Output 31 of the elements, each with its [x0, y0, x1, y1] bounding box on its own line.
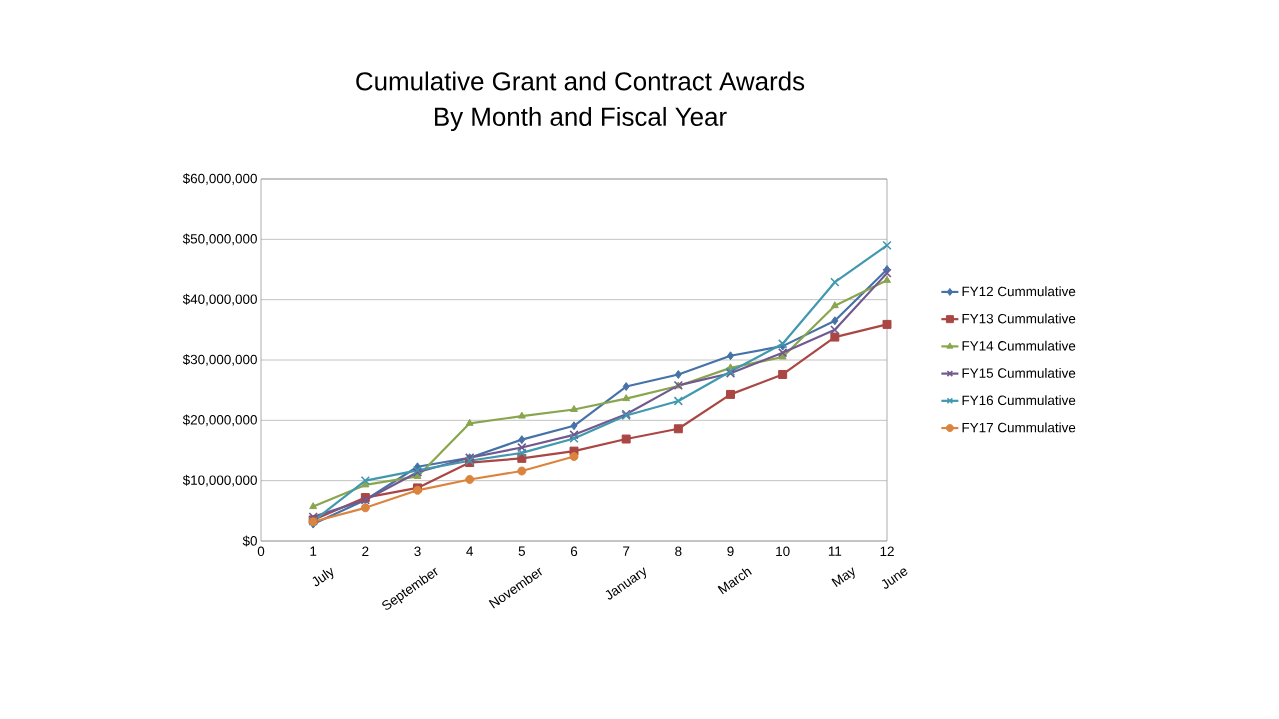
y-tick-label: $30,000,000 — [182, 354, 257, 366]
x-tick-label: 9 — [727, 546, 734, 557]
y-tick-label: $40,000,000 — [182, 293, 257, 306]
legend-label: FY15 Cummulative — [962, 367, 1076, 378]
chart-title: Cumulative Grant and Contract Awards — [356, 71, 805, 91]
text: July — [312, 567, 334, 587]
x-tick-label: 7 — [623, 546, 630, 556]
y-tick-label: $60,000,000 — [182, 173, 257, 185]
y-tick-label: $20,000,000 — [182, 414, 257, 427]
x-tick-label: 1 — [310, 546, 317, 556]
x-tick-label: 4 — [466, 546, 474, 556]
chart-subtitle: By Month and Fiscal Year — [435, 106, 727, 132]
legend-label: FY13 Cummulative — [962, 313, 1076, 324]
y-tick-label: $50,000,000 — [182, 233, 257, 246]
x-tick-label: 8 — [675, 546, 682, 557]
y-tick-label: $10,000,000 — [182, 474, 257, 487]
x-tick-label: 11 — [828, 546, 842, 556]
y-tick-label: $0 — [242, 535, 257, 547]
x-tick-label: 10 — [776, 546, 790, 557]
legend-label: FY14 Cummulative — [962, 340, 1076, 351]
x-tick-label: 5 — [518, 546, 526, 556]
legend-label: FY12 Cummulative — [962, 286, 1076, 297]
x-tick-label: 12 — [880, 546, 894, 556]
x-tick-label: 6 — [570, 546, 578, 557]
x-tick-label: 3 — [414, 546, 421, 557]
x-tick-label: 0 — [257, 546, 265, 557]
legend-label: FY17 Cummulative — [962, 422, 1076, 433]
text: June — [881, 568, 908, 589]
x-tick-label: 2 — [362, 546, 369, 556]
legend-label: FY16 Cummulative — [962, 395, 1076, 406]
text: May — [831, 567, 855, 587]
